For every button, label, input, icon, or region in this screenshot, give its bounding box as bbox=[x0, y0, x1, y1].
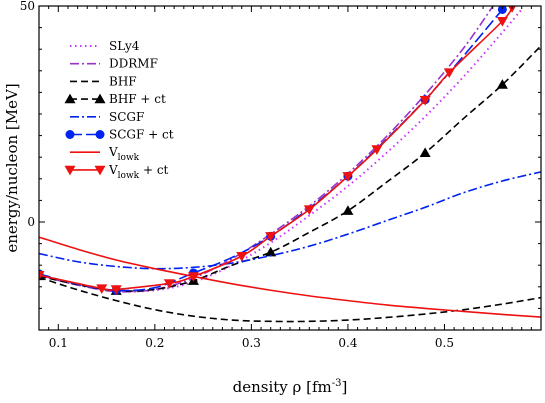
x-tick-label: 0.5 bbox=[435, 336, 454, 350]
data-point bbox=[497, 6, 507, 14]
legend: SLy4 DDRMF BHF BHF + ct SCGF SCGF + ct VlowkVl… bbox=[64, 39, 174, 181]
legend-label: SLy4 bbox=[109, 39, 140, 53]
legend-marker bbox=[94, 93, 106, 104]
data-point bbox=[110, 285, 122, 295]
data-point bbox=[163, 279, 175, 289]
series-1 bbox=[39, 6, 494, 293]
legend-item: Vlowk + ct bbox=[64, 163, 169, 181]
legend-marker bbox=[95, 130, 105, 139]
data-point bbox=[496, 16, 508, 27]
series-4 bbox=[39, 171, 541, 270]
legend-marker bbox=[64, 165, 76, 176]
data-point bbox=[342, 205, 354, 215]
legend-label: BHF + ct bbox=[109, 92, 166, 106]
data-point bbox=[508, 6, 516, 13]
tick-layer: 0.1 0.2 0.3 0.4 0.5 0 50 bbox=[20, 0, 541, 350]
data-point bbox=[265, 246, 277, 257]
data-point bbox=[39, 271, 45, 281]
x-axis-title: density ρ [fm-3] bbox=[233, 378, 348, 396]
legend-label: Vlowk bbox=[108, 145, 140, 163]
legend-label: BHF bbox=[109, 74, 137, 88]
legend-label: SCGF + ct bbox=[109, 128, 174, 142]
x-tick-label: 0.2 bbox=[145, 336, 164, 350]
data-point bbox=[371, 145, 383, 155]
legend-marker bbox=[94, 165, 106, 176]
legend-item: SCGF bbox=[70, 110, 144, 124]
legend-item: BHF bbox=[70, 74, 137, 88]
y-tick-label: 50 bbox=[20, 0, 35, 13]
series-line bbox=[39, 171, 541, 270]
x-tick-label: 0.1 bbox=[49, 336, 68, 350]
series-2 bbox=[39, 276, 541, 323]
legend-label: DDRMF bbox=[109, 57, 158, 71]
data-point bbox=[187, 272, 199, 282]
x-tick-label: 0.4 bbox=[338, 336, 357, 350]
series-layer bbox=[39, 6, 541, 323]
legend-item: BHF + ct bbox=[64, 92, 166, 106]
data-point bbox=[496, 79, 508, 89]
y-axis-title: energy/nucleon [MeV] bbox=[3, 83, 21, 252]
legend-item: SCGF + ct bbox=[65, 128, 174, 142]
legend-marker bbox=[64, 93, 76, 104]
data-point bbox=[419, 96, 431, 106]
legend-item: SLy4 bbox=[70, 39, 140, 53]
data-point bbox=[96, 284, 108, 295]
legend-label: Vlowk + ct bbox=[108, 163, 169, 181]
data-point bbox=[236, 252, 248, 262]
data-point bbox=[265, 232, 277, 242]
y-tick-label: 0 bbox=[27, 215, 35, 229]
series-line bbox=[39, 6, 494, 293]
series-6 bbox=[39, 236, 541, 318]
data-point bbox=[443, 68, 455, 79]
series-7 bbox=[39, 6, 516, 295]
data-point bbox=[419, 147, 431, 158]
legend-item: DDRMF bbox=[70, 57, 158, 71]
data-point bbox=[303, 205, 315, 215]
x-tick-label: 0.3 bbox=[242, 336, 261, 350]
series-line bbox=[39, 276, 541, 323]
legend-label: SCGF bbox=[109, 110, 144, 124]
legend-marker bbox=[65, 130, 75, 139]
data-point bbox=[342, 172, 354, 182]
legend-item: Vlowk bbox=[70, 145, 140, 163]
series-line bbox=[39, 236, 541, 318]
